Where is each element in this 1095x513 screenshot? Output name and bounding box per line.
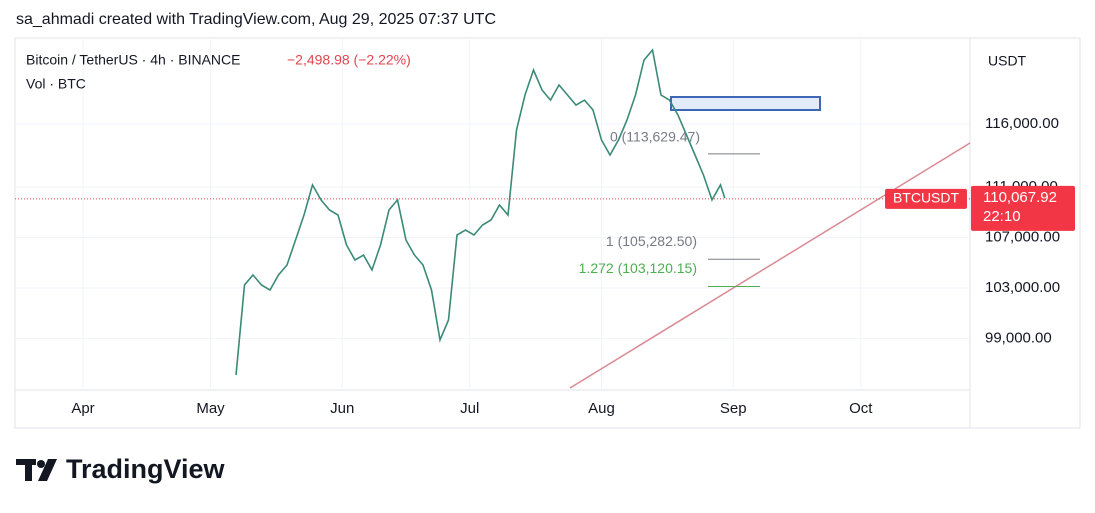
currency: USDT	[988, 53, 1027, 69]
fib-label: 0 (113,629.47)	[610, 129, 700, 145]
y-tick-label: 107,000.00	[985, 229, 1060, 246]
logo-mark	[16, 459, 57, 481]
trend-line	[569, 142, 971, 389]
x-tick-label: Aug	[588, 400, 615, 417]
y-tick-label: 116,000.00	[985, 115, 1059, 132]
change: −2,498.98 (−2.22%)	[287, 52, 411, 68]
subtitle: Vol · BTC	[26, 76, 86, 92]
price-line	[235, 48, 726, 376]
y-tick-label: 99,000.00	[985, 329, 1052, 346]
price-box	[971, 185, 1075, 231]
chart-title: Bitcoin / TetherUS · 4h · BINANCE	[26, 52, 240, 68]
fib-label: 1.272 (103,120.15)	[579, 260, 697, 276]
x-tick-label: Jul	[460, 400, 479, 417]
x-tick-label: Oct	[849, 400, 873, 417]
x-tick-label: Jun	[330, 400, 354, 417]
plot	[15, 38, 970, 388]
x-tick-label: Sep	[720, 400, 747, 417]
logo: TradingView	[66, 454, 226, 484]
header: sa_ahmadi created with TradingView.com, …	[16, 11, 496, 28]
x-tick-label: Apr	[71, 400, 94, 417]
fib-label: 1 (105,282.50)	[606, 233, 697, 249]
symbol: BTCUSDT	[893, 190, 960, 206]
last-price: 110,067.92	[983, 189, 1057, 206]
x-tick-label: May	[196, 400, 225, 417]
zone-rectangle	[670, 96, 821, 111]
symbol-box	[885, 188, 967, 209]
countdown: 22:10	[983, 208, 1021, 225]
y-tick-label: 103,000.00	[985, 279, 1060, 296]
chart-frame	[14, 37, 1081, 429]
